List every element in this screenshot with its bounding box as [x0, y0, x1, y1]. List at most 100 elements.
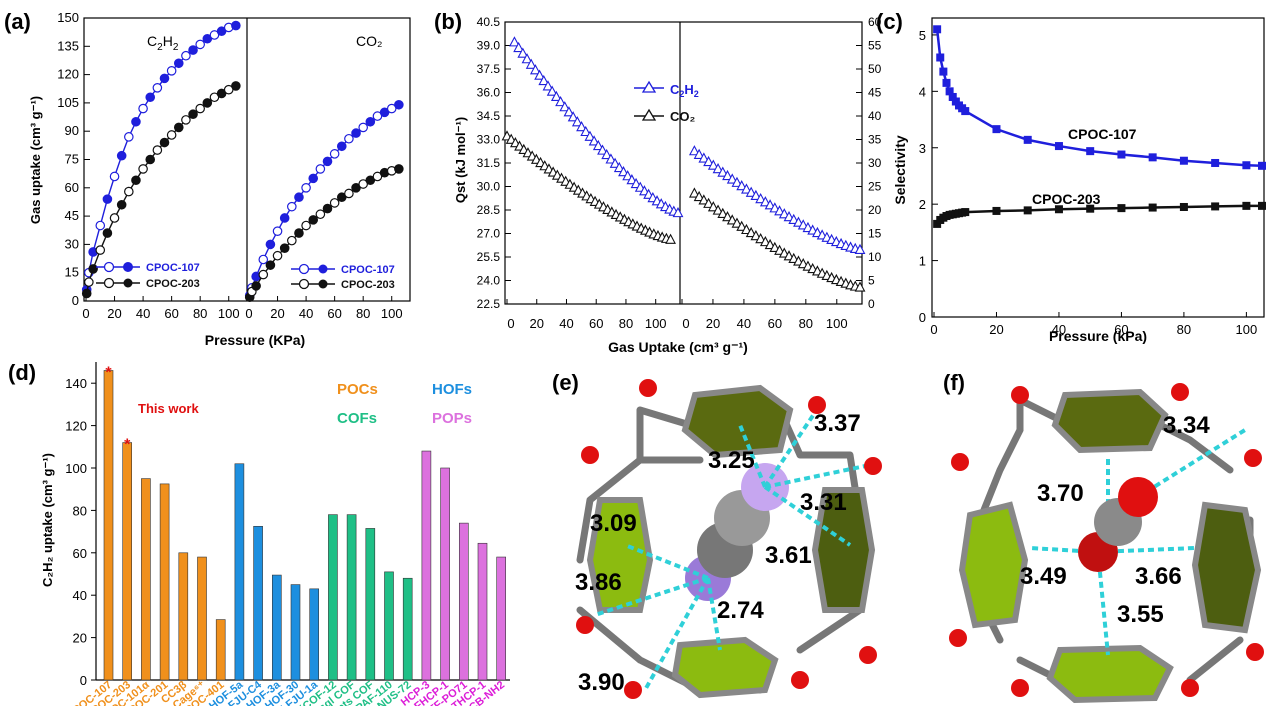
ytick-label-b-right: 45 — [868, 86, 882, 100]
data-point-a — [329, 149, 340, 159]
data-point-b — [722, 169, 733, 181]
data-point-c — [936, 53, 945, 62]
data-point-a — [272, 250, 283, 261]
xtick-label-a: 80 — [356, 306, 370, 321]
xtick-label-b: 40 — [559, 316, 573, 331]
data-point-b — [712, 162, 724, 174]
bar — [496, 556, 507, 681]
bar — [402, 577, 413, 681]
panel-d-bars: CPOC-107*CPOC-203*CPOC-101αCPOC-201CC3βC… — [65, 364, 507, 706]
data-point-b — [703, 197, 714, 208]
data-point-a — [315, 209, 326, 220]
panel-c-yaxis: 0 1 2 3 4 5 — [919, 28, 938, 325]
data-point-b — [731, 217, 743, 228]
ytick-label-c: 4 — [919, 84, 926, 99]
data-point-a — [231, 20, 241, 31]
ytick-label-a: 0 — [72, 293, 79, 308]
ytick-label-b-right: 5 — [868, 274, 875, 288]
data-point-b — [601, 148, 613, 160]
distance-e-3: 3.31 — [800, 489, 847, 516]
xtick-label-b: 20 — [530, 316, 544, 331]
data-point-b — [525, 58, 537, 69]
data-point-a — [138, 164, 148, 174]
gas-molecule-co2 — [1078, 477, 1158, 572]
data-point-b — [698, 194, 710, 205]
xtick-label-a: 100 — [381, 306, 403, 321]
xtick-label-b: 100 — [645, 316, 667, 331]
data-point-a — [279, 213, 290, 223]
data-point-b — [854, 243, 866, 254]
data-point-a — [365, 116, 376, 127]
oxygen-atoms-f — [949, 383, 1264, 697]
ytick-label-c: 0 — [919, 310, 926, 325]
data-point-b — [559, 101, 571, 112]
data-point-c — [1054, 205, 1063, 214]
ytick-label-a: 90 — [65, 123, 79, 138]
bar — [421, 450, 432, 681]
panel-d-letter: (d) — [8, 360, 36, 385]
data-point-a — [265, 239, 276, 250]
data-point-c — [1242, 161, 1251, 170]
data-point-c — [933, 25, 942, 34]
ytick-label-a: 135 — [57, 38, 79, 53]
panel-c-xlabel: Pressure (kPa) — [1049, 328, 1147, 344]
panel-a-xlabel: Pressure (KPa) — [205, 332, 305, 348]
data-point-a — [322, 156, 333, 167]
xtick-label-a: 40 — [299, 306, 313, 321]
data-point-a — [301, 220, 311, 231]
data-point-c — [1086, 147, 1095, 156]
ytick-label-b-left: 28.5 — [477, 203, 501, 217]
data-point-a — [124, 132, 134, 142]
data-point-c — [1054, 142, 1063, 151]
data-point-b — [576, 121, 587, 132]
data-point-c — [948, 92, 957, 101]
data-point-b — [534, 69, 546, 80]
data-point-b — [665, 233, 676, 244]
ring-left-e — [586, 497, 654, 613]
data-point-b — [688, 145, 700, 156]
data-point-a — [109, 213, 120, 223]
xtick-label-b: 80 — [799, 316, 813, 331]
data-point-b — [509, 36, 520, 47]
data-point-c — [942, 78, 951, 87]
xtick-label-a: 20 — [107, 306, 121, 321]
data-point-a — [308, 173, 319, 184]
panel-c-label-cpoc203: CPOC-203 — [1032, 191, 1101, 207]
ytick-label-b-right: 10 — [868, 250, 882, 264]
data-point-a — [166, 66, 177, 76]
distance-e-6: 3.86 — [575, 569, 622, 596]
data-point-b — [755, 192, 767, 204]
legend-a-right-cpoc107: CPOC-107 — [341, 264, 395, 276]
contact-lines-e — [594, 403, 871, 691]
data-point-b — [741, 183, 752, 194]
panel-f-letter: (f) — [943, 370, 965, 395]
ytick-label-a: 105 — [57, 95, 79, 110]
xtick-label-c: 0 — [930, 322, 937, 337]
ytick-label-b-left: 36.0 — [477, 86, 501, 100]
data-point-a — [152, 145, 163, 155]
distance-e-8: 3.90 — [578, 669, 625, 696]
panel-c-xaxis: 0 20 40 60 80 100 — [930, 312, 1257, 337]
panel-b-series — [501, 36, 866, 292]
data-point-a — [329, 198, 340, 208]
ytick-label-a: 150 — [57, 10, 79, 25]
bar — [234, 463, 245, 681]
ytick-label-d: 40 — [73, 588, 87, 603]
data-point-a — [344, 188, 354, 199]
ytick-label-b-left: 39.0 — [477, 39, 501, 53]
data-point-b — [750, 189, 762, 201]
xtick-label-a: 0 — [245, 306, 252, 321]
ytick-label-a: 30 — [65, 236, 79, 251]
data-point-a — [308, 215, 319, 225]
ytick-label-d: 0 — [80, 673, 87, 688]
ytick-label-c: 5 — [919, 28, 926, 43]
ytick-label-d: 120 — [65, 419, 87, 434]
data-point-c — [1148, 203, 1157, 212]
xtick-label-a: 60 — [327, 306, 341, 321]
data-point-a — [322, 203, 333, 214]
panel-d-group-hofs: HOFs — [432, 381, 472, 398]
xtick-label-c: 20 — [989, 322, 1003, 337]
data-point-c — [961, 107, 970, 116]
bar — [290, 584, 301, 681]
